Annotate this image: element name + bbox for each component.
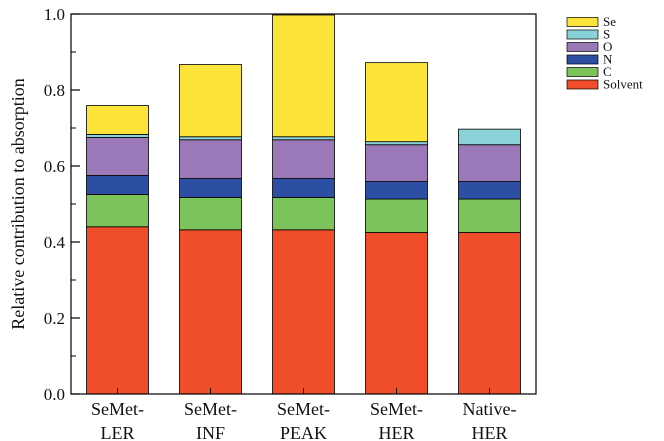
- x-category-label: HER: [379, 423, 415, 441]
- bar-segment-n-3: [272, 178, 335, 198]
- legend-label-n: N: [603, 52, 613, 67]
- bar-segment-c-3: [272, 197, 335, 231]
- y-axis-title: Relative contribution to absorption: [8, 78, 28, 329]
- bar-segment-o-3: [272, 139, 335, 179]
- bar-segment-s-2: [179, 136, 242, 141]
- x-category-label: SeMet-: [370, 399, 423, 419]
- x-category-label: INF: [196, 423, 225, 441]
- x-category-label: SeMet-: [91, 399, 144, 419]
- bar-segment-n-5: [458, 181, 521, 200]
- bar-segment-s-3: [272, 136, 335, 141]
- y-axis: 0.0 0.2 0.4 0.6 0.8 1.0: [44, 5, 80, 404]
- bar-segment-se-4: [365, 62, 428, 143]
- bar-segment-solvent-1: [86, 226, 149, 395]
- y-tick-label: 1.0: [44, 5, 65, 24]
- y-tick-label: 0.0: [44, 385, 65, 404]
- bar-segment-o-1: [86, 137, 149, 176]
- bar-segment-c-1: [86, 194, 149, 228]
- legend-label-s: S: [603, 27, 610, 42]
- bar-segment-solvent-5: [458, 232, 521, 395]
- x-axis: SeMet- LER SeMet- INF SeMet- PEAK SeMet- HER Nat…: [91, 388, 516, 441]
- y-tick-label: 0.6: [44, 157, 65, 176]
- bar-segment-n-1: [86, 175, 149, 195]
- legend-label-c: C: [603, 64, 612, 79]
- bar-segment-s-5: [458, 128, 521, 146]
- x-category-label: HER: [472, 423, 508, 441]
- y-tick-label: 0.8: [44, 81, 65, 100]
- bar-segment-solvent-3: [272, 229, 335, 395]
- x-category-label: SeMet-: [277, 399, 330, 419]
- bar-segment-n-2: [179, 178, 242, 198]
- legend-label-se: Se: [603, 14, 616, 29]
- y-tick-label: 0.2: [44, 309, 65, 328]
- legend-swatch-solvent: [566, 79, 599, 90]
- legend-label-solvent: Solvent: [603, 77, 643, 92]
- legend-label-o: O: [603, 39, 612, 54]
- legend-swatch-n: [566, 54, 599, 65]
- legend-swatch-o: [566, 42, 599, 52]
- x-category-label: SeMet-: [184, 399, 237, 419]
- bar-segment-se-3: [272, 14, 335, 138]
- legend-swatch-c: [566, 67, 599, 77]
- bar-segment-c-5: [458, 198, 521, 233]
- bar-segment-s-4: [365, 141, 428, 146]
- bar-segment-solvent-2: [179, 229, 242, 395]
- bar-segment-o-2: [179, 139, 242, 179]
- bar-segment-se-1: [86, 105, 149, 135]
- y-tick-label: 0.4: [44, 233, 66, 252]
- x-category-label: PEAK: [280, 423, 327, 441]
- bars-layer: [86, 14, 521, 395]
- legend-swatch-se: [566, 17, 599, 27]
- bar-segment-c-2: [179, 197, 242, 231]
- bar-segment-solvent-4: [365, 232, 428, 395]
- x-category-label: LER: [101, 423, 135, 441]
- bar-segment-se-2: [179, 64, 242, 138]
- bar-segment-o-4: [365, 144, 428, 182]
- x-category-label: Native-: [463, 399, 517, 419]
- bar-segment-s-1: [86, 134, 149, 138]
- bar-segment-c-4: [365, 198, 428, 233]
- bar-segment-n-4: [365, 181, 428, 200]
- bar-segment-o-5: [458, 144, 521, 182]
- legend-swatch-s: [566, 29, 599, 40]
